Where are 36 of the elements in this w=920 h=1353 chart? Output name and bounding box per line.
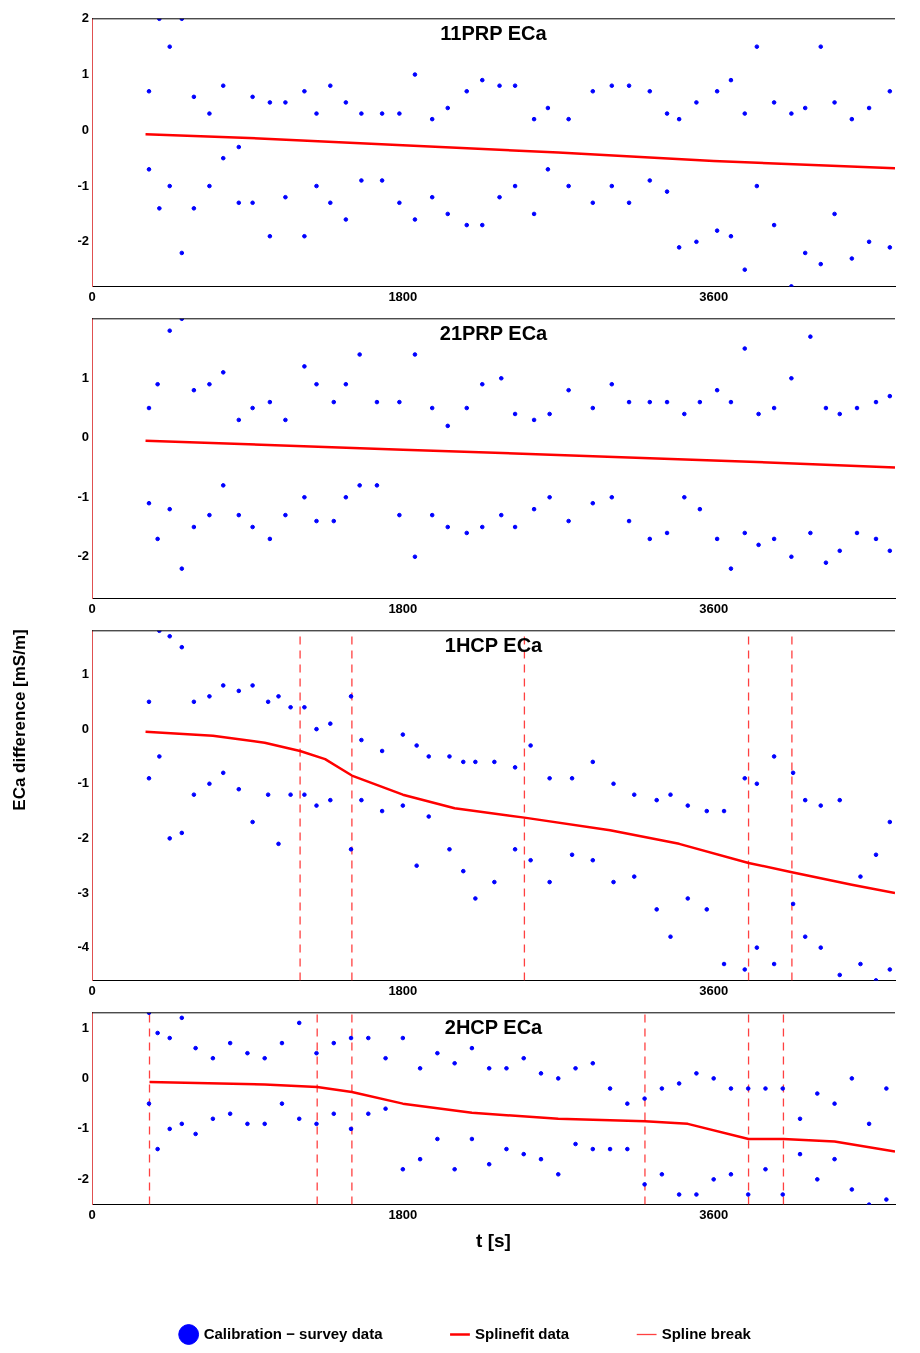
y-tick-label: 1: [81, 666, 89, 682]
y-tick-label: -3: [77, 884, 89, 900]
y-tick-label: -4: [77, 939, 90, 955]
x-tick-label: 3600: [699, 982, 729, 998]
chart-title: 1HCP ECa: [444, 634, 544, 657]
legend-label: Calibration − survey data: [203, 1324, 384, 1342]
y-tick-label: -1: [77, 177, 89, 193]
x-tick-label: 1800: [388, 1206, 418, 1222]
y-tick-label: -2: [77, 548, 89, 564]
y-axis-title: ECa difference [mS/m]: [10, 629, 30, 811]
y-tick-label: 1: [81, 1019, 89, 1035]
x-tick-label: 1800: [388, 288, 418, 304]
y-tick-label: 0: [81, 121, 89, 137]
y-tick-label: -1: [77, 1120, 89, 1136]
x-tick-label: 3600: [699, 288, 729, 304]
y-tick-label: 0: [81, 720, 89, 736]
x-tick-label: 1800: [388, 982, 418, 998]
x-tick-label: 3600: [699, 600, 729, 616]
x-tick-label: 1800: [388, 600, 418, 616]
y-tick-label: -2: [77, 233, 89, 249]
chart-title: 11PRP ECa: [440, 22, 548, 45]
x-axis-title: t [s]: [476, 1229, 511, 1251]
y-tick-label: -1: [77, 775, 89, 791]
y-tick-label: -2: [77, 1170, 89, 1186]
y-tick-label: 1: [81, 66, 89, 82]
y-tick-label: 0: [81, 1069, 89, 1085]
y-tick-label: -1: [77, 488, 89, 504]
y-tick-label: -2: [77, 829, 89, 845]
legend-label: Spline break: [661, 1324, 752, 1342]
legend-label: Splinefit data: [474, 1324, 570, 1342]
y-tick-label: 0: [81, 429, 89, 445]
y-tick-label: 2: [81, 10, 89, 26]
chart-title: 21PRP ECa: [439, 322, 549, 345]
x-tick-label: 3600: [699, 1206, 729, 1222]
chart-title: 2HCP ECa: [444, 1016, 544, 1039]
y-tick-label: 1: [81, 369, 89, 385]
